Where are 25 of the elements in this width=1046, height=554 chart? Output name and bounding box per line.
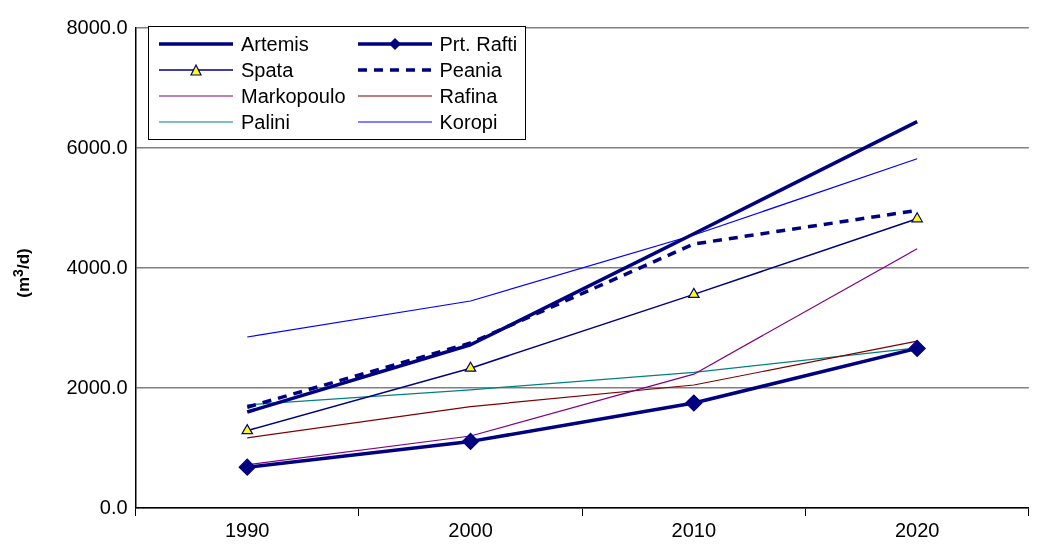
legend-label: Rafina: [439, 84, 498, 109]
point: [685, 394, 703, 412]
y-tick-label: 2000.0: [66, 375, 128, 398]
point: [461, 432, 480, 450]
x-tick-label: 2020: [894, 518, 940, 541]
point: [464, 361, 477, 372]
legend-label: Palini: [241, 110, 290, 135]
point: [688, 287, 700, 298]
y-tick-label: 0.0: [99, 495, 128, 518]
point: [241, 424, 254, 435]
legend-label: Markopoulo: [241, 84, 346, 109]
y-tick-label: 6000.0: [66, 135, 128, 158]
x-tick-label: 1990: [224, 518, 270, 541]
y-tick-label: 4000.0: [66, 255, 128, 278]
legend-label: Prt. Rafti: [439, 32, 518, 57]
legend-label: Artemis: [241, 32, 309, 57]
point: [911, 212, 923, 223]
point: [908, 339, 926, 357]
legend-label: Spata: [241, 58, 294, 83]
point: [238, 458, 256, 476]
y-tick-label: 8000.0: [66, 15, 128, 38]
legend-label: Peania: [439, 58, 502, 83]
x-tick-label: 2010: [671, 518, 717, 541]
legend-label: Koropi: [439, 110, 498, 135]
x-tick-label: 2000: [448, 518, 493, 541]
